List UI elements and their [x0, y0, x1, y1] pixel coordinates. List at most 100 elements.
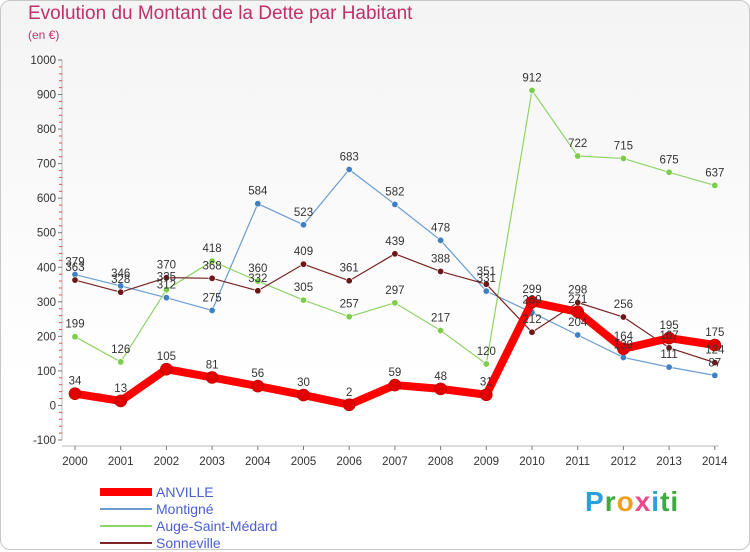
series-point-3	[528, 328, 536, 336]
data-label: 111	[660, 349, 677, 361]
data-label: 31	[480, 377, 493, 389]
series-point-1	[208, 306, 216, 314]
series-point-3	[71, 276, 79, 284]
series-point-2	[711, 181, 719, 189]
y-tick-label: 700	[37, 159, 56, 171]
data-label: 271	[568, 294, 587, 306]
data-label: 257	[340, 299, 359, 311]
data-label: 360	[248, 263, 267, 275]
data-label: 331	[477, 273, 496, 285]
data-label: 478	[431, 222, 450, 234]
series-point-3	[482, 280, 490, 288]
series-point-1	[482, 287, 490, 295]
series-point-2	[437, 326, 445, 334]
y-tick-label: 500	[37, 228, 56, 240]
data-label: 175	[705, 327, 724, 339]
logo-letter: x	[634, 486, 652, 517]
data-label: 683	[340, 152, 359, 164]
series-point-1	[162, 294, 170, 302]
data-label: 59	[389, 367, 402, 379]
series-point-3	[711, 359, 719, 367]
series-point-1	[619, 353, 627, 361]
data-label: 124	[705, 345, 725, 357]
y-tick-label: 0	[50, 400, 56, 412]
series-point-1	[711, 371, 719, 379]
data-label: 212	[522, 314, 541, 326]
legend-swatch-auge	[100, 525, 152, 527]
y-tick-label: 800	[37, 124, 56, 136]
series-point-1	[391, 200, 399, 208]
series-point-2	[254, 277, 262, 285]
series-point-2	[208, 257, 216, 265]
logo-letter: i	[651, 486, 661, 517]
data-label: 204	[568, 317, 588, 329]
series-point-2	[665, 168, 673, 176]
series-point-1	[574, 331, 582, 339]
legend-label-sonneville: Sonneville	[156, 535, 221, 551]
data-label: 87	[708, 357, 721, 369]
series-point-3	[619, 313, 627, 321]
data-label: 167	[660, 330, 679, 342]
logo-letter: P	[585, 486, 605, 517]
y-tick-label: 100	[37, 366, 56, 378]
data-label: 139	[614, 339, 633, 351]
data-label: 297	[385, 285, 404, 297]
logo-letter: r	[604, 486, 617, 517]
data-label: 195	[660, 320, 679, 332]
data-label: 722	[568, 138, 587, 150]
series-point-0	[708, 338, 722, 352]
y-tick-label: 1000	[30, 55, 56, 67]
data-label: 368	[203, 260, 222, 272]
data-label: 217	[431, 312, 450, 324]
series-point-0	[160, 362, 173, 376]
series-point-2	[391, 299, 399, 307]
data-label: 361	[340, 263, 359, 275]
x-tick-label: 2012	[611, 456, 637, 468]
series-point-1	[254, 200, 262, 208]
data-label: 335	[157, 272, 176, 284]
series-point-0	[205, 371, 219, 384]
y-tick-label: 600	[37, 193, 56, 205]
data-label: 256	[614, 299, 633, 311]
data-label: 715	[614, 140, 633, 152]
y-tick-label: 400	[37, 262, 56, 274]
data-label: 523	[294, 207, 313, 219]
series-point-0	[68, 387, 82, 401]
series-point-0	[434, 382, 447, 396]
data-label: 584	[248, 186, 268, 198]
data-label: 370	[157, 260, 176, 272]
data-label: 346	[111, 268, 130, 280]
x-tick-label: 2007	[382, 456, 408, 468]
y-tick-label: 300	[37, 297, 56, 309]
series-point-3	[345, 277, 353, 285]
legend-label-anville: ANVILLE	[156, 484, 214, 500]
data-label: 120	[477, 346, 496, 358]
x-tick-label: 2013	[656, 456, 682, 468]
series-point-2	[299, 296, 307, 304]
x-tick-label: 2003	[199, 456, 225, 468]
x-tick-label: 2011	[565, 456, 590, 468]
data-label: 81	[206, 359, 219, 371]
legend-swatch-montigne	[100, 508, 152, 510]
data-label: 418	[203, 243, 222, 255]
series-point-2	[117, 358, 125, 366]
series-point-0	[342, 398, 356, 412]
series-point-2	[619, 154, 627, 162]
series-point-1	[665, 363, 673, 371]
y-tick-label: 900	[37, 90, 56, 102]
series-point-0	[388, 378, 402, 392]
chart-title: Evolution du Montant de la Dette par Hab…	[28, 3, 413, 24]
data-label: 199	[65, 319, 84, 331]
series-point-1	[437, 236, 445, 244]
data-label: 105	[157, 351, 176, 363]
x-tick-label: 2014	[702, 456, 728, 468]
series-point-1	[299, 221, 307, 229]
data-label: 299	[522, 284, 541, 296]
series-point-3	[254, 287, 262, 295]
data-label: 164	[614, 331, 634, 343]
data-label: 269	[522, 295, 541, 307]
data-label: 328	[111, 274, 130, 286]
series-point-2	[482, 360, 490, 368]
data-label: 351	[477, 266, 496, 278]
data-label: 312	[157, 280, 176, 292]
